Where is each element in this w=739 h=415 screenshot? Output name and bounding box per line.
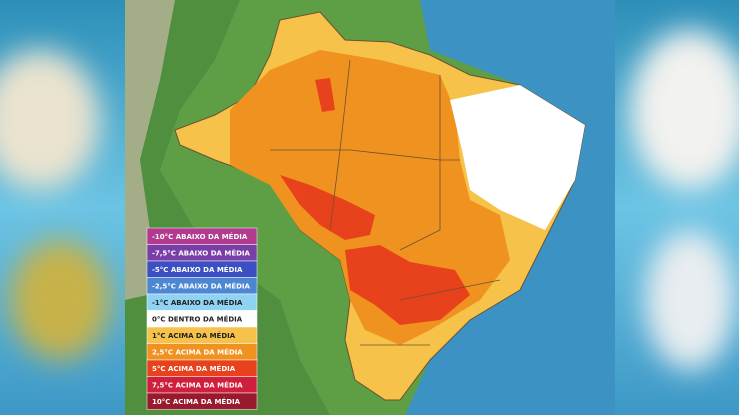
legend-label: -2,5°C ABAIXO DA MÉDIA [152, 281, 251, 290]
legend-label: -10°C ABAIXO DA MÉDIA [152, 232, 248, 241]
legend-label: 0°C DENTRO DA MÉDIA [152, 314, 243, 323]
legend-label: 7,5°C ACIMA DA MÉDIA [152, 380, 243, 389]
legend-label: 1°C ACIMA DA MÉDIA [152, 331, 236, 340]
legend-label: -1°C ABAIXO DA MÉDIA [152, 298, 243, 307]
legend: -10°C ABAIXO DA MÉDIA -7,5°C ABAIXO DA MÉ… [146, 227, 258, 410]
region-normal [450, 85, 585, 230]
region-hot-2 [345, 245, 470, 325]
legend-label: -7,5°C ABAIXO DA MÉDIA [152, 248, 251, 257]
state-borders [270, 59, 501, 346]
region-hot-1 [280, 175, 375, 240]
legend-label: 2,5°C ACIMA DA MÉDIA [152, 347, 243, 356]
legend-label: 5°C ACIMA DA MÉDIA [152, 364, 236, 373]
legend-label: -5°C ABAIXO DA MÉDIA [152, 265, 243, 274]
legend-label: 10°C ACIMA DA MÉDIA [152, 397, 241, 406]
blurred-sides [0, 30, 739, 370]
andes [125, 0, 175, 300]
legend-swatch [146, 392, 258, 410]
region-hot-3 [315, 78, 335, 112]
